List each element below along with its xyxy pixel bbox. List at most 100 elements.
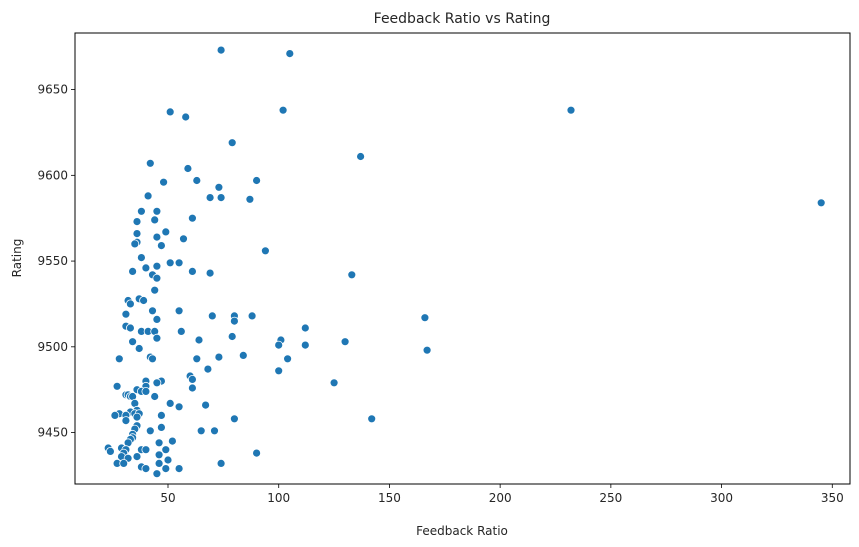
data-point-6: [227, 138, 237, 148]
data-point-40: [347, 270, 357, 280]
data-point-12: [252, 176, 262, 185]
data-point-0: [216, 45, 226, 55]
data-point-25: [132, 229, 142, 239]
data-point-115: [121, 416, 131, 426]
data-point-10: [159, 177, 169, 187]
data-point-139: [132, 452, 142, 462]
x-tick-label-3: 200: [489, 491, 512, 505]
data-point-134: [106, 446, 115, 456]
data-point-136: [252, 448, 262, 458]
data-point-112: [132, 412, 142, 422]
data-point-5: [566, 105, 576, 115]
data-point-76: [148, 354, 157, 364]
data-point-39: [205, 268, 215, 278]
data-point-117: [156, 422, 166, 432]
data-point-13: [214, 182, 224, 192]
data-point-43: [150, 285, 160, 295]
data-point-56: [152, 314, 162, 324]
data-point-71: [300, 340, 310, 350]
data-point-55: [229, 316, 239, 326]
x-tick-label-6: 350: [821, 491, 844, 505]
data-point-125: [167, 436, 177, 446]
data-point-21: [132, 217, 142, 227]
x-axis-label: Feedback Ratio: [416, 524, 508, 538]
data-point-49: [174, 306, 184, 316]
data-point-102: [201, 400, 211, 410]
data-point-50: [121, 309, 131, 319]
data-point-101: [165, 398, 175, 408]
data-point-143: [119, 458, 129, 468]
data-point-119: [145, 426, 155, 436]
x-tick-label-2: 150: [378, 491, 401, 505]
data-point-47: [125, 299, 135, 309]
data-point-111: [156, 410, 166, 420]
data-point-14: [143, 191, 153, 201]
y-tick-label-4: 9650: [37, 83, 68, 97]
data-point-29: [130, 239, 140, 249]
data-point-132: [141, 445, 151, 455]
data-point-3: [181, 112, 191, 122]
data-point-34: [174, 258, 184, 268]
y-axis-label: Rating: [10, 239, 24, 278]
data-point-27: [179, 234, 188, 244]
data-point-4: [278, 105, 288, 115]
data-point-127: [154, 438, 164, 448]
data-point-137: [154, 450, 164, 460]
data-point-53: [247, 311, 257, 321]
data-point-84: [187, 374, 197, 384]
data-point-147: [141, 464, 151, 474]
data-point-65: [152, 333, 162, 343]
data-point-78: [114, 354, 124, 364]
y-tick-label-1: 9500: [37, 340, 68, 354]
y-tick-label-0: 9450: [37, 426, 68, 440]
data-point-11: [192, 176, 202, 185]
data-point-63: [176, 326, 186, 336]
data-point-82: [274, 366, 284, 376]
x-axis-ticks: 50 100 150 200 250 300 350: [160, 484, 844, 505]
y-tick-label-2: 9550: [37, 254, 68, 268]
data-point-144: [154, 458, 164, 468]
data-point-68: [128, 337, 138, 347]
data-point-20: [152, 206, 162, 216]
data-point-2: [165, 107, 175, 117]
data-point-8: [145, 158, 155, 168]
data-point-7: [356, 152, 366, 161]
data-point-72: [134, 344, 144, 353]
data-point-141: [163, 455, 173, 465]
data-point-32: [136, 253, 146, 263]
x-tick-label-0: 50: [160, 491, 175, 505]
data-point-22: [150, 215, 160, 225]
data-point-70: [274, 340, 284, 350]
data-point-94: [141, 386, 151, 396]
data-point-87: [152, 378, 162, 388]
data-point-110: [110, 410, 120, 420]
data-point-98: [150, 392, 160, 401]
data-point-121: [210, 426, 219, 436]
x-tick-label-1: 100: [267, 491, 290, 505]
data-point-18: [816, 198, 826, 208]
data-point-23: [187, 213, 197, 223]
data-point-54: [420, 313, 430, 323]
data-point-35: [128, 266, 138, 276]
data-point-16: [216, 193, 226, 203]
data-point-36: [141, 263, 151, 273]
data-point-66: [194, 335, 204, 345]
data-point-19: [136, 206, 146, 216]
chart-title: Feedback Ratio vs Rating: [374, 11, 551, 27]
data-point-37: [152, 261, 162, 271]
data-point-24: [161, 227, 171, 237]
data-points: [103, 45, 826, 479]
x-tick-label-5: 300: [710, 491, 733, 505]
data-point-38: [187, 266, 197, 276]
data-point-74: [238, 350, 248, 360]
plot-area: [75, 33, 850, 484]
data-point-150: [161, 464, 171, 474]
data-point-88: [329, 378, 339, 388]
data-point-133: [161, 445, 171, 455]
data-point-51: [207, 311, 217, 321]
data-point-79: [192, 354, 202, 364]
data-point-91: [187, 383, 197, 393]
data-point-114: [367, 414, 377, 424]
plot-frame: [74, 32, 851, 485]
